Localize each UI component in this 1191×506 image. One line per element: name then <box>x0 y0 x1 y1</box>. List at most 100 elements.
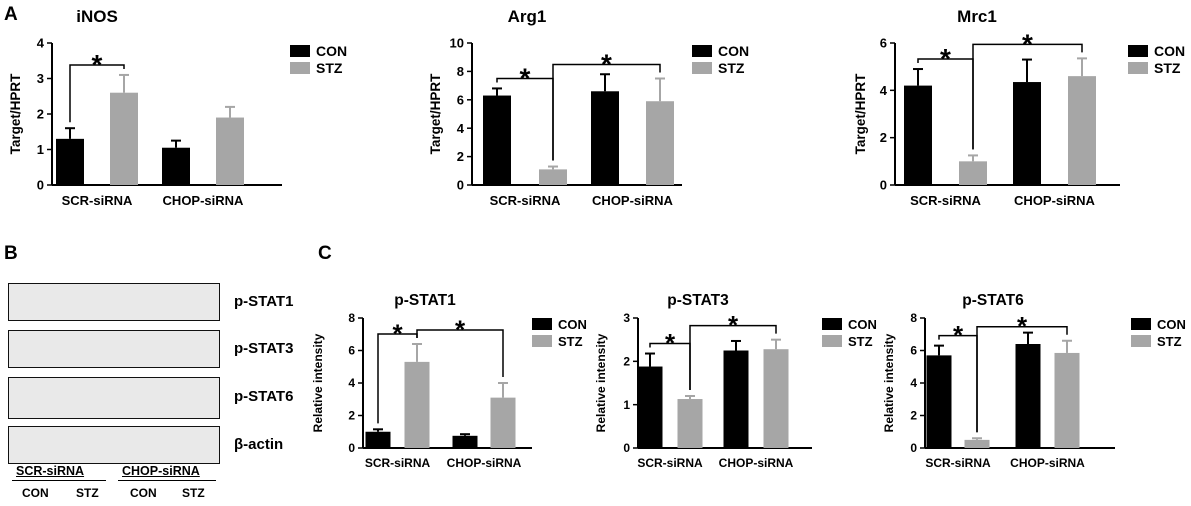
y-tick-label: 4 <box>348 376 355 390</box>
x-category-label: SCR-siRNA <box>62 193 133 208</box>
y-tick-label: 0 <box>910 441 917 455</box>
blot-lane-label: STZ <box>76 486 99 500</box>
x-category-label: CHOP-siRNA <box>1010 456 1085 470</box>
legend-swatch-stz <box>290 62 310 74</box>
x-category-label: SCR-siRNA <box>637 456 703 470</box>
legend-swatch-con <box>290 45 310 57</box>
chart-pstat1: p-STAT1 0 2 4 6 8 Relative intensity SCR-siRNA C… <box>311 292 587 470</box>
chart-inos: iNOS 0 1 2 3 4 Target/HPRT SCR-siRNA CHOP-siRNA C… <box>8 7 347 208</box>
bar-stz <box>404 361 430 448</box>
x-category-label: SCR-siRNA <box>910 193 981 208</box>
x-category-label: SCR-siRNA <box>490 193 561 208</box>
y-tick-label: 8 <box>348 311 355 325</box>
chart-title: Mrc1 <box>957 7 997 26</box>
blot-band <box>169 296 213 309</box>
blot-strip-pstat3 <box>8 330 220 368</box>
y-tick-label: 4 <box>457 121 465 136</box>
x-category-label: CHOP-siRNA <box>719 456 794 470</box>
bar-stz <box>964 439 990 448</box>
bar-con <box>162 147 190 185</box>
blot-label-pstat6: p-STAT6 <box>234 388 294 405</box>
legend-swatch-con <box>822 318 842 330</box>
bar-stz <box>646 101 674 185</box>
significance-star: * <box>392 318 403 348</box>
significance-star: * <box>520 62 531 93</box>
legend-label: CON <box>1157 317 1186 332</box>
y-tick-label: 2 <box>348 409 355 423</box>
bar-con <box>365 431 391 448</box>
legend-label: STZ <box>718 60 745 76</box>
y-axis-label: Target/HPRT <box>428 73 443 155</box>
blot-label-actin: β-actin <box>234 436 284 453</box>
significance-bracket <box>552 63 661 161</box>
legend-label: CON <box>1154 43 1185 59</box>
y-axis-label: Relative intensity <box>311 333 325 432</box>
blot-strip-pstat1 <box>8 283 220 321</box>
western-blot: p-STAT1 p-STAT3 p-STAT6 β-actin <box>8 283 293 503</box>
chart-title: Arg1 <box>508 7 547 26</box>
y-tick-label: 0 <box>623 441 630 455</box>
bar-stz <box>539 169 567 185</box>
y-tick-label: 2 <box>910 409 917 423</box>
y-tick-label: 6 <box>348 344 355 358</box>
y-tick-label: 10 <box>450 36 464 51</box>
significance-star: * <box>728 310 739 340</box>
y-axis-label: Target/HPRT <box>8 73 23 155</box>
y-tick-label: 2 <box>880 130 887 145</box>
significance-star: * <box>940 43 951 74</box>
significance-star: * <box>92 49 103 80</box>
significance-star: * <box>1022 28 1033 59</box>
blot-group-line-chop <box>118 480 216 481</box>
bar-con <box>904 85 932 185</box>
y-tick-label: 4 <box>910 376 917 390</box>
legend-swatch-con <box>1131 318 1151 330</box>
blot-strip-actin <box>8 426 220 464</box>
bar-con <box>483 95 511 185</box>
blot-band <box>119 342 167 357</box>
bar-con <box>452 435 478 448</box>
y-tick-label: 1 <box>623 398 630 412</box>
y-tick-label: 6 <box>910 344 917 358</box>
blot-band <box>13 386 61 410</box>
bar-con <box>1015 344 1041 448</box>
bar-stz <box>677 399 703 448</box>
y-tick-label: 0 <box>348 441 355 455</box>
chart-arg1: Arg1 0 2 4 6 8 10 Target/HPRT SCR-siRNA CHOP-siRN… <box>428 7 749 208</box>
bar-stz <box>490 397 516 448</box>
y-tick-label: 4 <box>37 36 45 51</box>
bar-con <box>591 91 619 185</box>
legend-swatch-con <box>532 318 552 330</box>
significance-star: * <box>455 314 466 344</box>
x-category-label: CHOP-siRNA <box>1014 193 1096 208</box>
y-tick-label: 8 <box>910 311 917 325</box>
blot-lane-label: CON <box>130 486 157 500</box>
bar-con <box>926 355 952 448</box>
y-tick-label: 3 <box>623 311 630 325</box>
panel-letter-c: C <box>318 243 332 264</box>
y-axis-label: Relative intensity <box>882 333 896 432</box>
legend-swatch-stz <box>532 335 552 347</box>
legend-label: CON <box>848 317 877 332</box>
legend-label: STZ <box>1154 60 1181 76</box>
significance-star: * <box>601 48 612 79</box>
chart-pstat6: p-STAT6 0 2 4 6 8 Relative intensity SCR-siRNA C… <box>882 292 1186 470</box>
legend-label: CON <box>316 43 347 59</box>
bar-con <box>56 138 84 185</box>
significance-bracket <box>976 326 1068 433</box>
blot-band <box>117 386 167 410</box>
y-tick-label: 2 <box>457 149 464 164</box>
blot-band <box>15 343 61 356</box>
y-tick-label: 1 <box>37 142 44 157</box>
legend-swatch-stz <box>692 62 712 74</box>
chart-title: p-STAT6 <box>962 292 1024 309</box>
y-tick-label: 6 <box>457 92 464 107</box>
blot-band <box>71 390 111 404</box>
legend-swatch-stz <box>822 335 842 347</box>
significance-bracket <box>972 43 1083 150</box>
blot-group-line-scr <box>12 480 106 481</box>
blot-band <box>19 299 57 307</box>
x-category-label: CHOP-siRNA <box>447 456 522 470</box>
blot-strip-pstat6 <box>8 377 220 419</box>
significance-bracket <box>416 329 504 377</box>
y-tick-label: 0 <box>37 178 44 193</box>
